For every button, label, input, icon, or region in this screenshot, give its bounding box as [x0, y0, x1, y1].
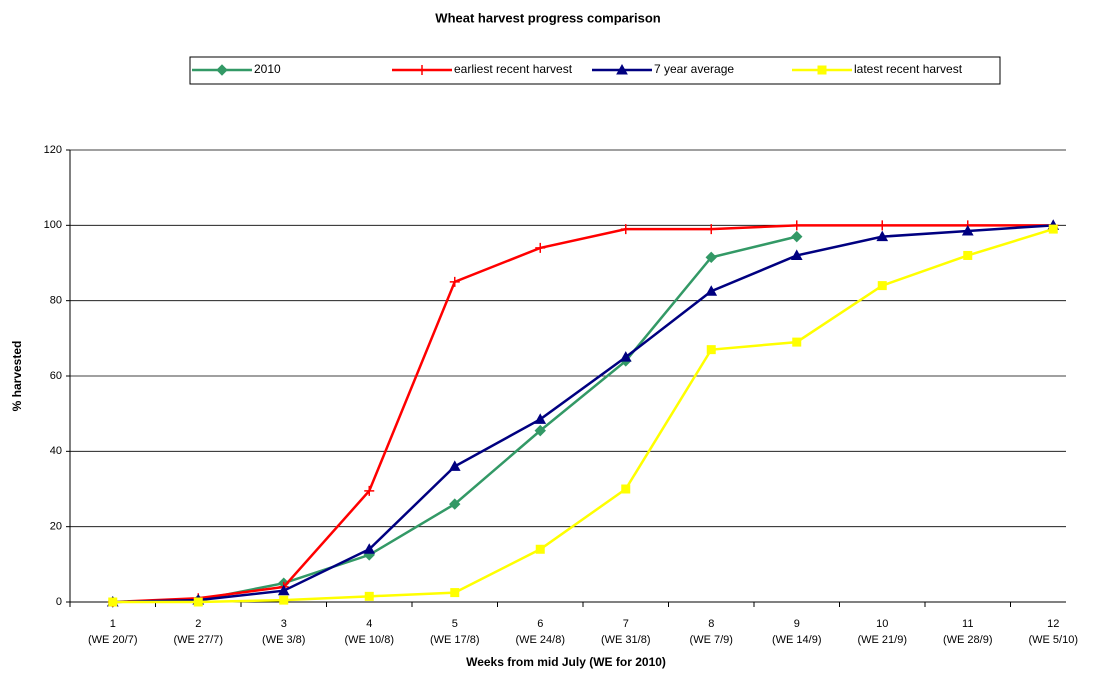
x-tick-label: (WE 7/9) [690, 634, 733, 646]
x-tick-label: 4 [366, 618, 372, 630]
data-point [706, 345, 716, 355]
x-tick-label: (WE 20/7) [88, 634, 138, 646]
legend-marker [817, 65, 827, 75]
data-point [790, 249, 803, 260]
x-tick-label: (WE 21/9) [857, 634, 907, 646]
x-tick-label: (WE 27/7) [173, 634, 223, 646]
x-tick-label: (WE 5/10) [1028, 634, 1078, 646]
data-point [791, 220, 802, 231]
x-tick-label: (WE 3/8) [262, 634, 305, 646]
data-point [279, 595, 289, 605]
data-point [534, 424, 546, 437]
x-tick-label: 12 [1047, 618, 1059, 630]
x-tick-label: 3 [281, 618, 287, 630]
data-point [363, 543, 376, 554]
y-axis-label: % harvested [10, 341, 24, 412]
y-tick-label: 80 [50, 295, 62, 307]
data-point [449, 276, 460, 287]
x-tick-label: 1 [110, 618, 116, 630]
data-point [706, 224, 717, 235]
data-point [449, 498, 461, 510]
x-tick-label: 9 [794, 618, 800, 630]
data-point [450, 588, 460, 598]
data-point [448, 460, 461, 471]
x-tick-label: (WE 10/8) [344, 634, 394, 646]
x-tick-label: (WE 28/9) [943, 634, 993, 646]
data-point [535, 544, 545, 554]
x-tick-label: 2 [195, 618, 201, 630]
x-tick-label: 11 [962, 618, 973, 630]
data-point [364, 591, 374, 601]
y-tick-label: 120 [44, 144, 62, 156]
series-line [112, 227, 1054, 604]
x-axis-label: Weeks from mid July (WE for 2010) [466, 655, 666, 669]
series-line [112, 224, 1054, 604]
legend-marker [616, 63, 628, 75]
data-point [193, 597, 203, 607]
data-point [620, 224, 631, 235]
data-point [705, 251, 717, 264]
data-point [108, 597, 118, 607]
data-point [792, 337, 802, 347]
x-tick-label: 5 [452, 618, 458, 630]
x-tick-label: (WE 24/8) [515, 634, 565, 646]
data-point [876, 230, 889, 242]
x-tick-label: 10 [876, 618, 888, 630]
legend-label: earliest recent harvest [454, 62, 573, 76]
series-line [112, 224, 1054, 604]
legend-label: latest recent harvest [854, 62, 963, 76]
data-point [705, 285, 718, 296]
data-point [621, 484, 631, 494]
x-tick-label: 8 [708, 618, 714, 630]
y-tick-label: 20 [50, 521, 62, 533]
x-tick-label: 6 [537, 618, 543, 630]
legend-label: 7 year average [654, 62, 734, 76]
y-tick-label: 0 [56, 596, 62, 608]
x-tick-label: (WE 31/8) [601, 634, 651, 646]
data-point [619, 351, 632, 362]
data-point [791, 230, 803, 243]
y-tick-label: 60 [50, 370, 62, 382]
y-tick-label: 40 [50, 445, 62, 457]
x-tick-label: 7 [623, 618, 629, 630]
data-point [963, 250, 973, 260]
legend-marker [417, 65, 427, 75]
legend-label: 2010 [254, 62, 281, 76]
data-point [534, 413, 547, 424]
data-point [535, 242, 546, 253]
x-tick-label: (WE 14/9) [772, 634, 822, 646]
legend-marker [216, 64, 228, 76]
data-point [877, 220, 888, 231]
x-tick-label: (WE 17/8) [430, 634, 480, 646]
chart-title: Wheat harvest progress comparison [435, 10, 660, 25]
data-point [961, 224, 974, 236]
y-tick-label: 100 [44, 219, 62, 231]
data-point [877, 281, 887, 291]
data-point [1048, 224, 1058, 234]
data-point [364, 485, 375, 496]
data-point [277, 584, 290, 596]
